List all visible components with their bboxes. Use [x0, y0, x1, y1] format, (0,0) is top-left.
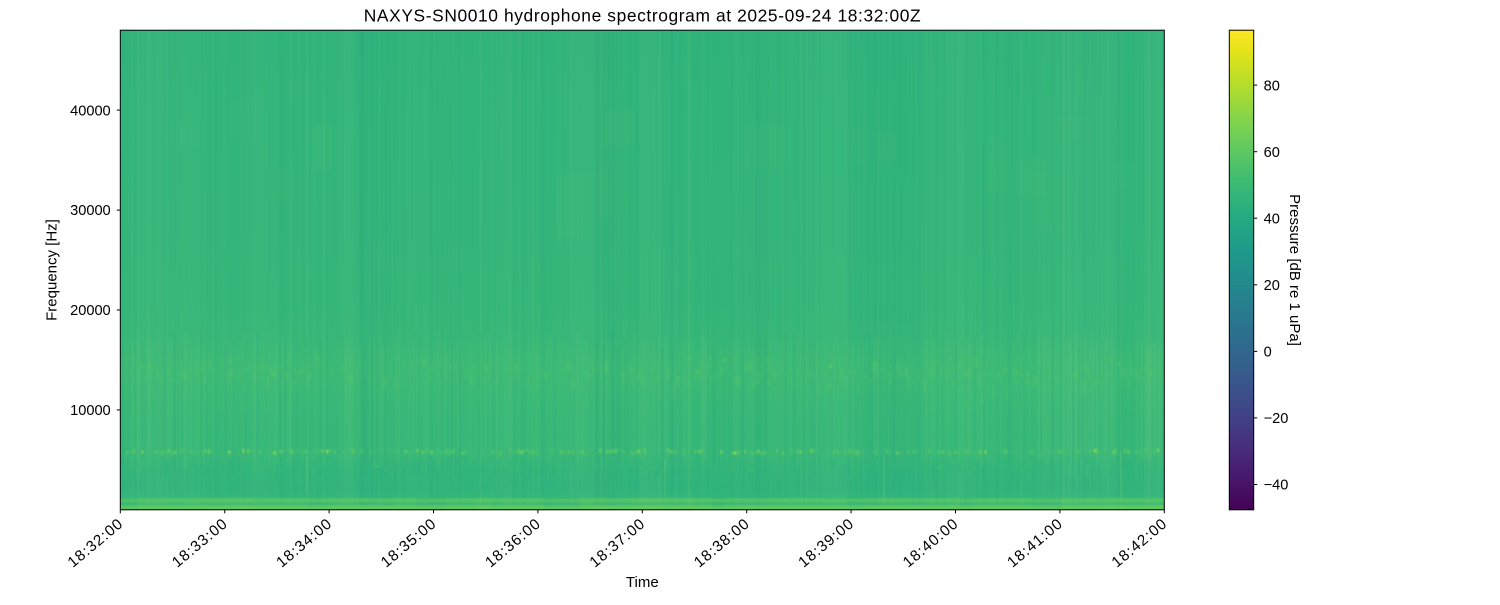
svg-text:20: 20	[1264, 278, 1280, 294]
svg-text:10000: 10000	[70, 403, 111, 419]
svg-text:Frequency [Hz]: Frequency [Hz]	[44, 219, 61, 321]
svg-text:0: 0	[1264, 345, 1272, 361]
svg-text:−40: −40	[1264, 478, 1289, 494]
svg-text:−20: −20	[1264, 411, 1289, 427]
svg-text:80: 80	[1264, 78, 1280, 94]
svg-text:Time: Time	[626, 574, 659, 591]
svg-text:60: 60	[1264, 145, 1280, 161]
svg-text:Pressure [dB re 1 uPa]: Pressure [dB re 1 uPa]	[1286, 194, 1303, 346]
svg-text:NAXYS-SN0010 hydrophone spectr: NAXYS-SN0010 hydrophone spectrogram at 2…	[364, 6, 921, 26]
svg-text:30000: 30000	[70, 203, 111, 219]
svg-text:40: 40	[1264, 211, 1280, 227]
svg-text:20000: 20000	[70, 303, 111, 319]
svg-text:40000: 40000	[70, 103, 111, 119]
